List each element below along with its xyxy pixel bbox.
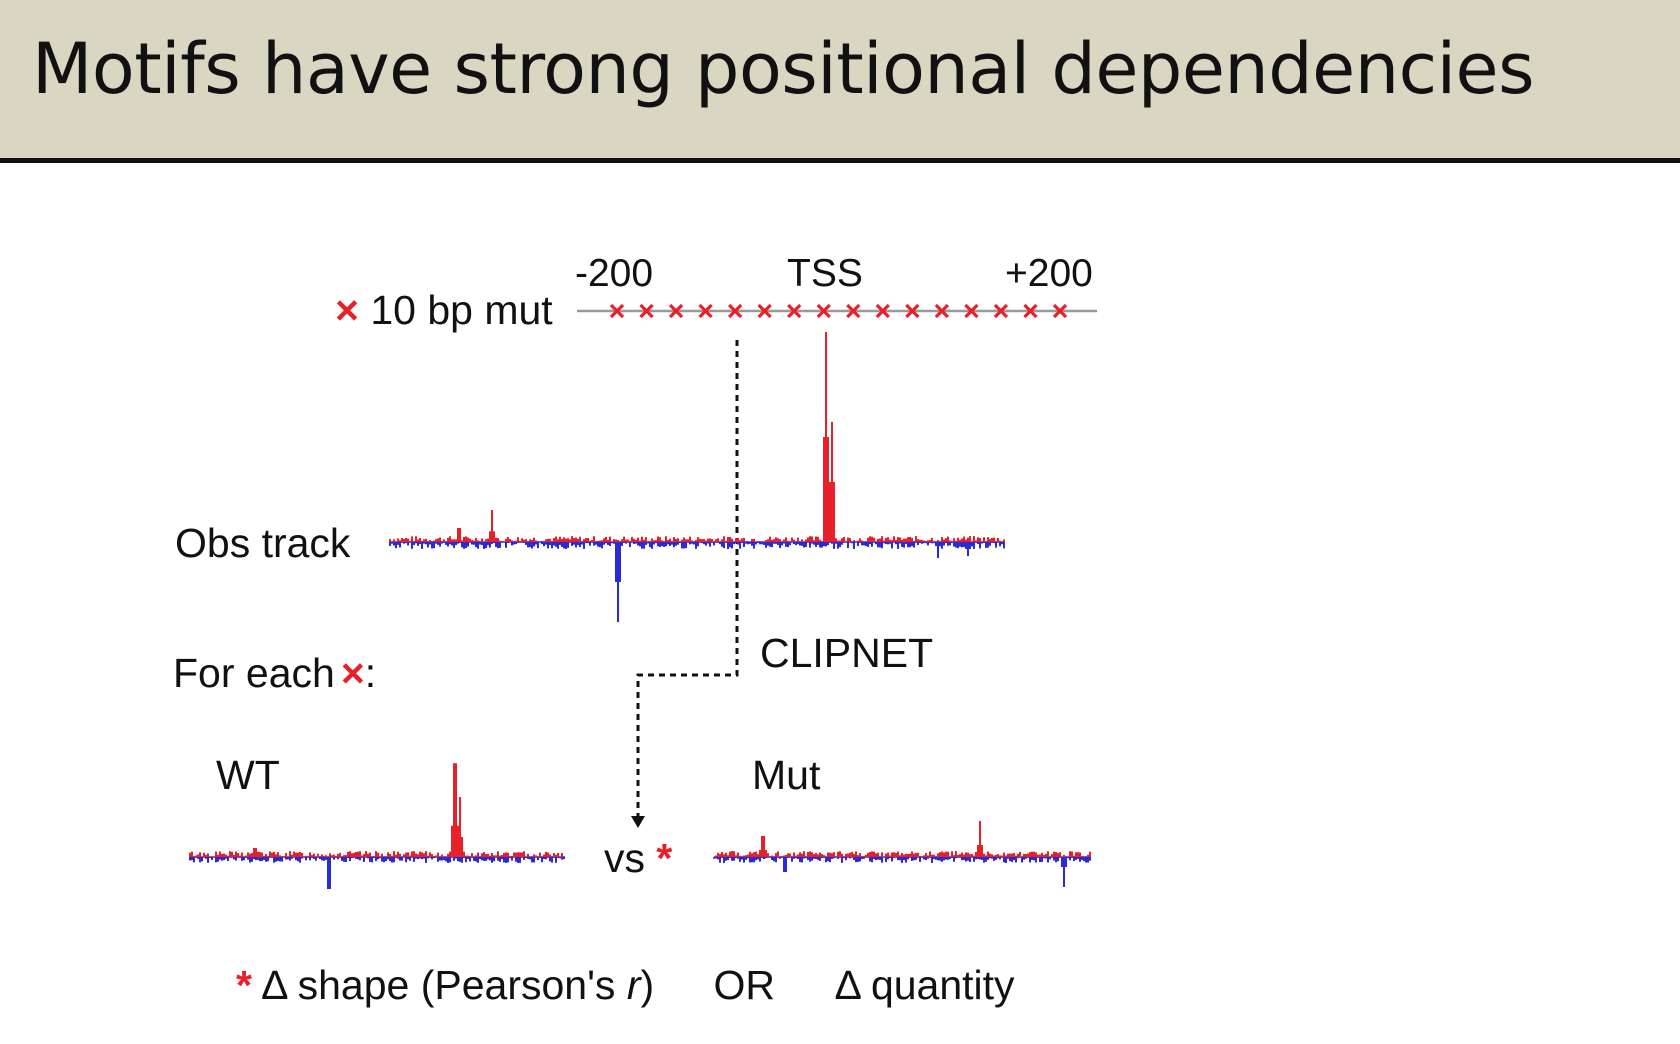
- axis-label-minus200: -200: [575, 252, 654, 295]
- obs-track-label: Obs track: [175, 520, 351, 566]
- for-each-colon: :: [364, 650, 377, 696]
- mut-track-label: Mut: [752, 752, 821, 798]
- arrowhead: [631, 816, 645, 828]
- mutation-x-mark: [993, 303, 1009, 319]
- title-bar: Motifs have strong positional dependenci…: [0, 0, 1680, 163]
- delta-quantity-text: Δ quantity: [834, 962, 1015, 1008]
- star-icon: *: [656, 835, 673, 881]
- for-each-label: For each ×:: [173, 650, 376, 697]
- wt-track-signal: [189, 763, 565, 889]
- mutation-x-mark: [964, 303, 979, 319]
- obs-track-signal: [389, 332, 1005, 622]
- mut-legend: × 10 bp mut: [335, 287, 553, 334]
- mutation-x-mark: [787, 303, 802, 319]
- mutation-x-mark: [609, 303, 625, 319]
- mutation-x-mark: [1052, 303, 1068, 319]
- clipnet-dashed-arrow: [636, 340, 739, 816]
- mutation-x-mark: [816, 303, 831, 319]
- wt-label: WT: [216, 752, 280, 798]
- footer-star-icon: *: [236, 962, 252, 1008]
- mut-x-icon: ×: [335, 287, 359, 333]
- mutation-marks: [609, 303, 1068, 319]
- mutation-x-mark: [846, 303, 861, 319]
- mutation-x-mark: [639, 303, 654, 319]
- page-title: Motifs have strong positional dependenci…: [32, 28, 1535, 110]
- mutation-x-mark: [698, 303, 713, 319]
- mutation-x-mark: [875, 303, 890, 319]
- for-each-text: For each: [173, 650, 335, 696]
- mutation-x-mark: [668, 303, 684, 319]
- mut-track-signal: [713, 821, 1091, 887]
- delta-shape-text: Δ shape (Pearson's: [261, 962, 627, 1008]
- vs-label: vs *: [604, 835, 672, 882]
- mutation-x-mark: [934, 303, 949, 319]
- footer-formula: * Δ shape (Pearson's r) OR Δ quantity: [236, 962, 1015, 1009]
- mutation-x-mark: [1023, 303, 1038, 319]
- pearson-r: r: [626, 962, 641, 1008]
- close-paren: ): [640, 962, 655, 1008]
- for-each-x-icon: ×: [340, 650, 365, 696]
- vs-text: vs: [604, 835, 645, 881]
- axis-label-tss: TSS: [787, 252, 863, 295]
- mutation-x-mark: [757, 303, 772, 319]
- mut-legend-text: 10 bp mut: [370, 287, 553, 333]
- axis-label-plus200: +200: [1005, 252, 1093, 295]
- clipnet-label: CLIPNET: [760, 630, 934, 676]
- mutation-x-mark: [905, 303, 920, 319]
- mutation-x-mark: [728, 303, 743, 319]
- or-text: OR: [713, 962, 776, 1008]
